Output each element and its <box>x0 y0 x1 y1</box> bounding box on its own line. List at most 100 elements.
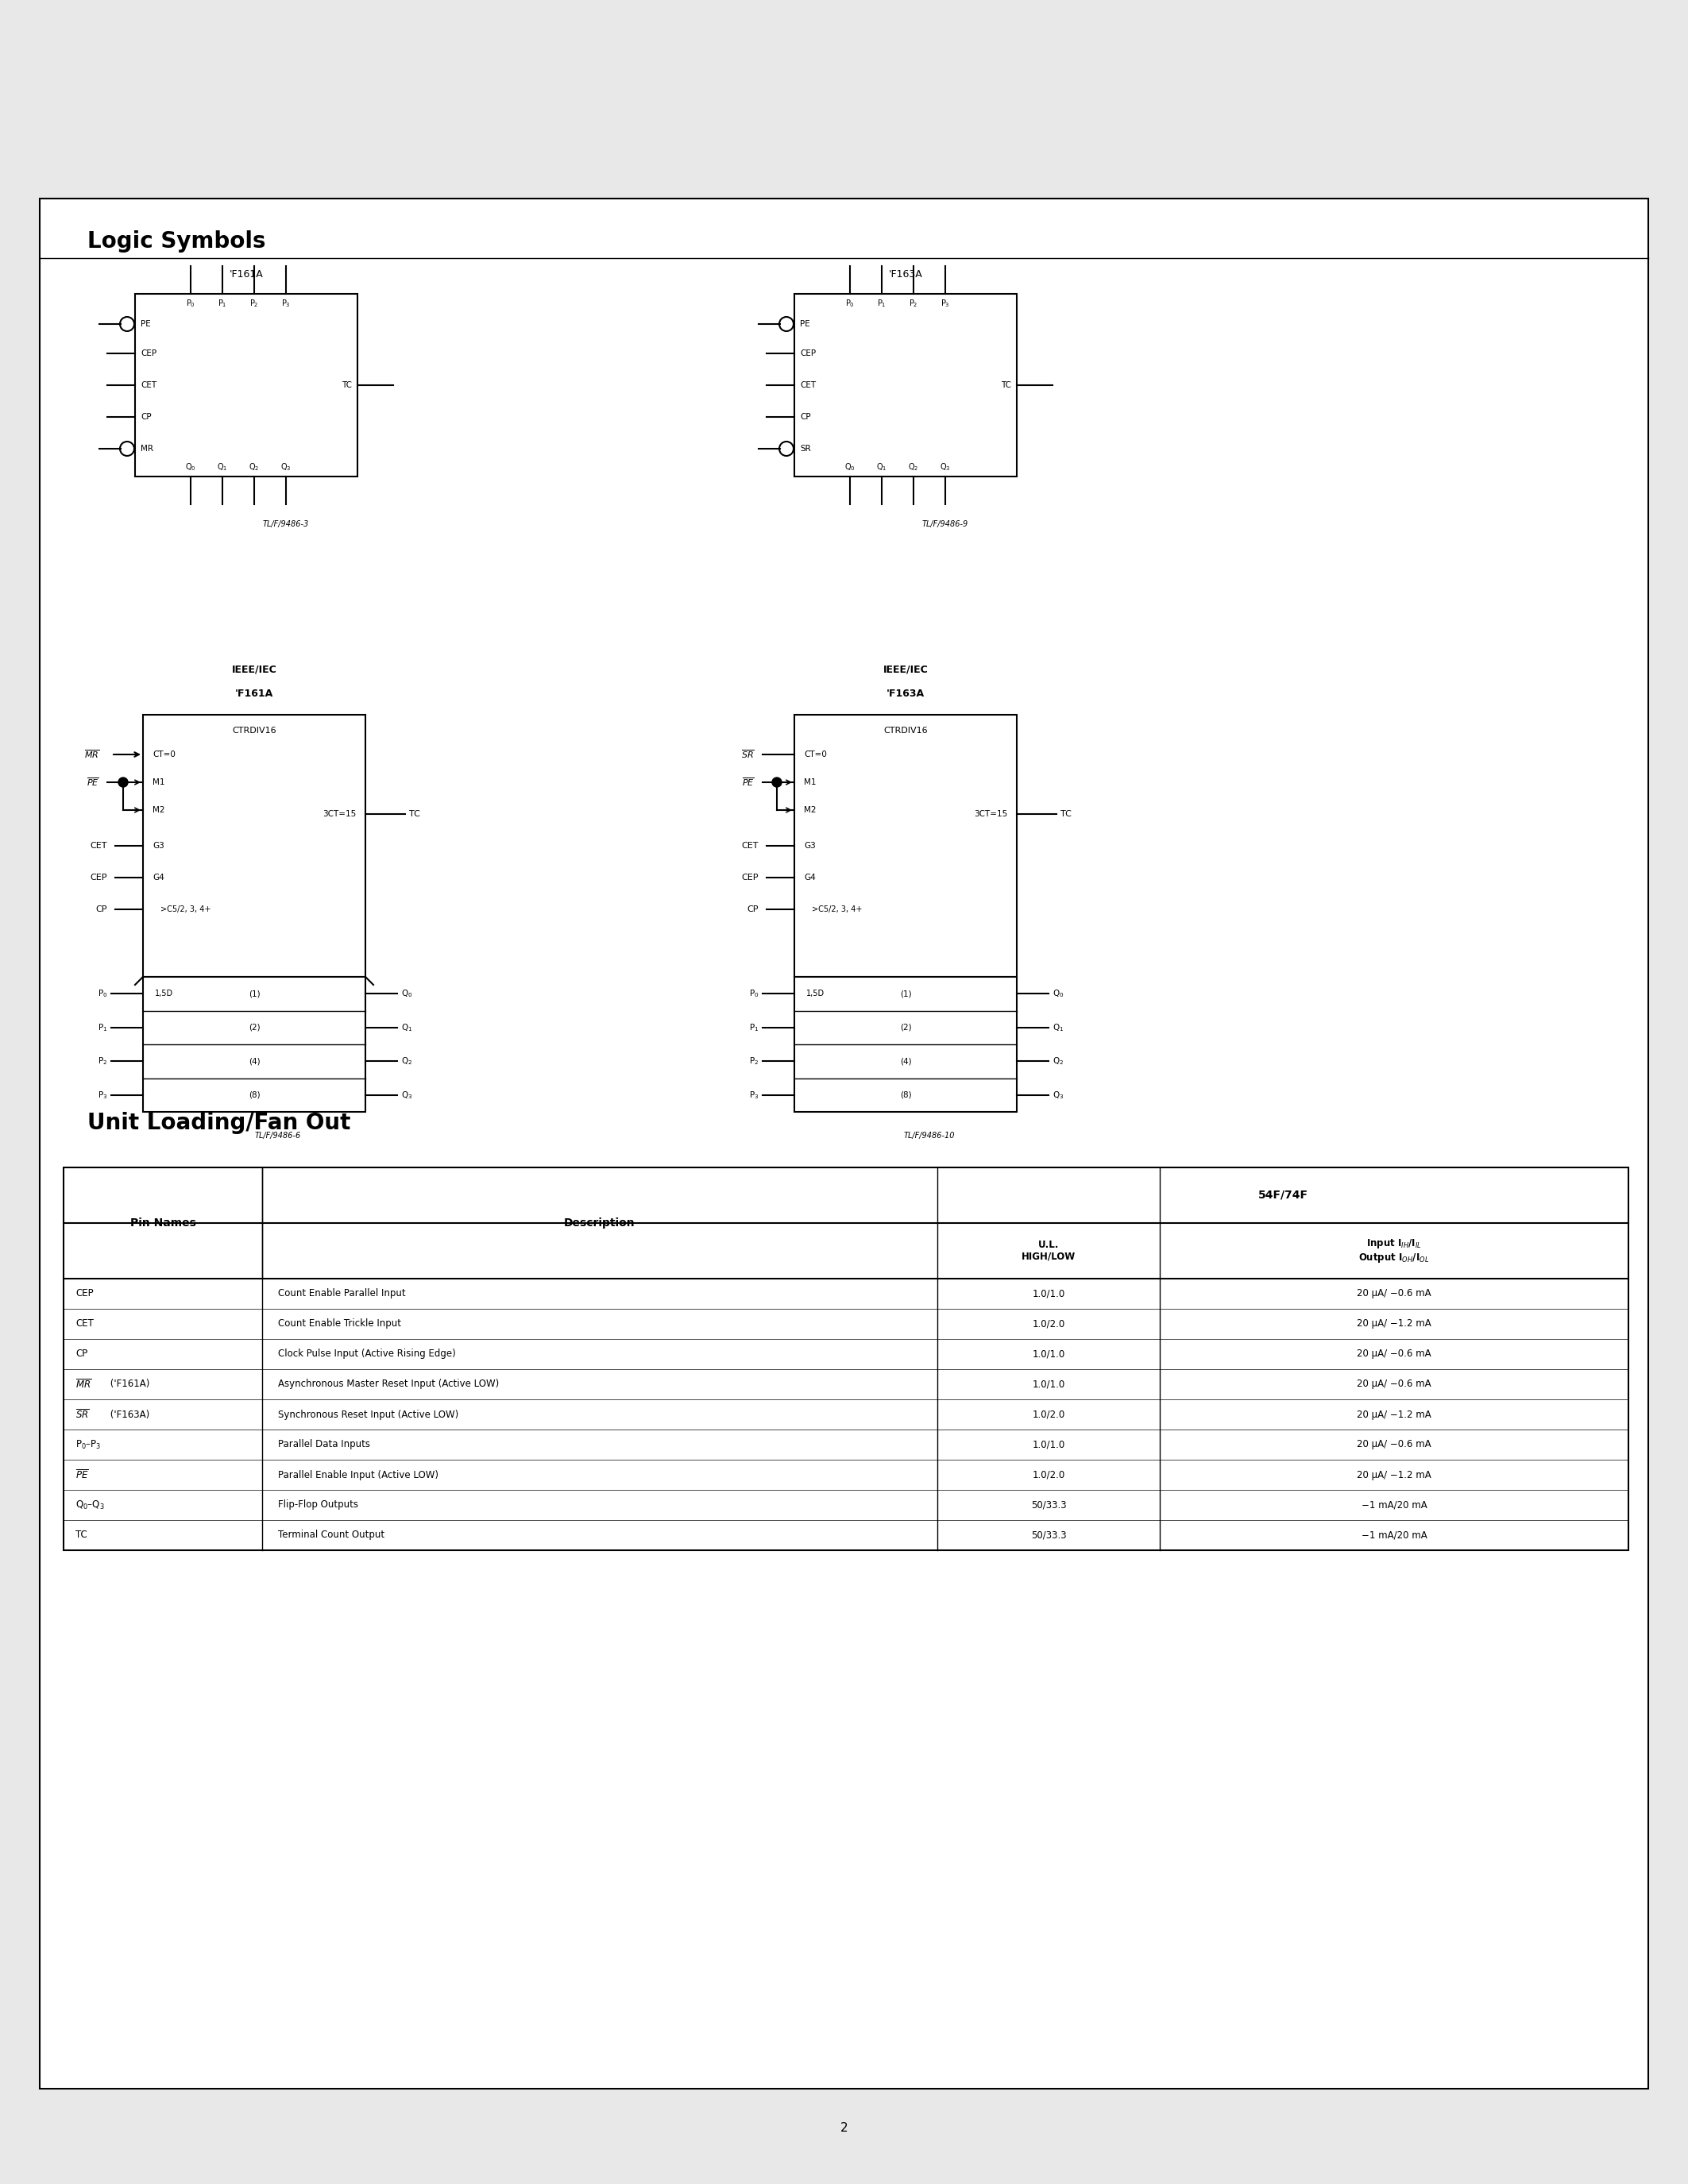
Text: Q$_0$: Q$_0$ <box>844 461 856 472</box>
Text: M2: M2 <box>803 806 817 815</box>
Text: (1): (1) <box>248 989 260 998</box>
Text: TC: TC <box>1001 382 1011 389</box>
Text: 'F161A: 'F161A <box>230 269 263 280</box>
Text: 20 μA/ −1.2 mA: 20 μA/ −1.2 mA <box>1357 1470 1431 1481</box>
Text: M1: M1 <box>152 778 165 786</box>
Text: (2): (2) <box>248 1024 260 1031</box>
Text: G4: G4 <box>152 874 164 882</box>
Text: SR: SR <box>800 446 810 452</box>
Text: Synchronous Reset Input (Active LOW): Synchronous Reset Input (Active LOW) <box>279 1409 459 1420</box>
Text: 50/33.3: 50/33.3 <box>1031 1531 1067 1540</box>
Text: P$_3$: P$_3$ <box>98 1090 108 1101</box>
Text: TC: TC <box>408 810 420 819</box>
Text: 1,5D: 1,5D <box>807 989 825 998</box>
Text: $\overline{MR}$: $\overline{MR}$ <box>84 749 100 760</box>
Text: TC: TC <box>341 382 351 389</box>
Text: 1.0/2.0: 1.0/2.0 <box>1031 1319 1065 1330</box>
Text: CTRDIV16: CTRDIV16 <box>883 727 928 734</box>
Text: 50/33.3: 50/33.3 <box>1031 1500 1067 1509</box>
Circle shape <box>118 778 128 786</box>
Text: CP: CP <box>76 1350 88 1358</box>
Text: P$_1$: P$_1$ <box>218 297 226 308</box>
Text: CEP: CEP <box>140 349 157 358</box>
Bar <box>143 976 365 1112</box>
Text: $\overline{MR}$: $\overline{MR}$ <box>76 1378 91 1391</box>
Text: 2: 2 <box>841 2123 847 2134</box>
Text: 'F163A: 'F163A <box>886 688 925 699</box>
Text: −1 mA/20 mA: −1 mA/20 mA <box>1361 1500 1426 1509</box>
Text: P$_1$: P$_1$ <box>749 1022 758 1033</box>
Text: 20 μA/ −0.6 mA: 20 μA/ −0.6 mA <box>1357 1378 1431 1389</box>
Text: TC: TC <box>76 1531 88 1540</box>
Text: CET: CET <box>89 841 108 850</box>
Text: 1.0/1.0: 1.0/1.0 <box>1031 1439 1065 1450</box>
Text: TL/F/9486-6: TL/F/9486-6 <box>255 1131 300 1140</box>
Text: M1: M1 <box>803 778 817 786</box>
Text: P$_0$: P$_0$ <box>846 297 854 308</box>
Text: 1.0/1.0: 1.0/1.0 <box>1031 1350 1065 1358</box>
Text: CP: CP <box>140 413 152 422</box>
Text: CEP: CEP <box>76 1289 93 1299</box>
Bar <box>795 295 1016 476</box>
Text: CP: CP <box>96 906 108 913</box>
Text: −1 mA/20 mA: −1 mA/20 mA <box>1361 1531 1426 1540</box>
Text: $\overline{PE}$: $\overline{PE}$ <box>86 778 100 788</box>
Bar <box>135 295 358 476</box>
Text: Parallel Enable Input (Active LOW): Parallel Enable Input (Active LOW) <box>279 1470 439 1481</box>
Text: (4): (4) <box>900 1057 912 1066</box>
Text: $\overline{SR}$: $\overline{SR}$ <box>741 749 755 760</box>
Text: CET: CET <box>76 1319 93 1330</box>
Text: Description: Description <box>564 1216 635 1230</box>
Text: P$_1$: P$_1$ <box>98 1022 108 1033</box>
Text: (8): (8) <box>900 1092 912 1099</box>
Text: Q$_1$: Q$_1$ <box>402 1022 412 1033</box>
Text: >C5/2, 3, 4+: >C5/2, 3, 4+ <box>160 906 211 913</box>
Text: P$_3$: P$_3$ <box>749 1090 758 1101</box>
Text: (2): (2) <box>900 1024 912 1031</box>
Text: CET: CET <box>800 382 815 389</box>
Text: G4: G4 <box>803 874 815 882</box>
Text: 'F163A: 'F163A <box>888 269 923 280</box>
Text: Q$_1$: Q$_1$ <box>1053 1022 1063 1033</box>
Text: $\overline{PE}$: $\overline{PE}$ <box>743 778 755 788</box>
Text: CEP: CEP <box>800 349 815 358</box>
Text: Input I$_{IH}$/I$_{IL}$
Output I$_{OH}$/I$_{OL}$: Input I$_{IH}$/I$_{IL}$ Output I$_{OH}$/… <box>1359 1238 1430 1265</box>
Text: P$_0$: P$_0$ <box>186 297 196 308</box>
Text: P$_2$: P$_2$ <box>908 297 918 308</box>
Text: Q$_1$: Q$_1$ <box>218 461 228 472</box>
Text: Asynchronous Master Reset Input (Active LOW): Asynchronous Master Reset Input (Active … <box>279 1378 500 1389</box>
Text: 1,5D: 1,5D <box>155 989 174 998</box>
Text: 3CT=15: 3CT=15 <box>974 810 1008 819</box>
Text: 1.0/2.0: 1.0/2.0 <box>1031 1409 1065 1420</box>
Text: P$_1$: P$_1$ <box>878 297 886 308</box>
Text: PE: PE <box>800 321 810 328</box>
Text: P$_0$: P$_0$ <box>749 987 758 1000</box>
Text: CT=0: CT=0 <box>803 751 827 758</box>
Text: 1.0/1.0: 1.0/1.0 <box>1031 1289 1065 1299</box>
Text: Terminal Count Output: Terminal Count Output <box>279 1531 385 1540</box>
Bar <box>64 1168 1629 1551</box>
Text: Q$_3$: Q$_3$ <box>402 1090 412 1101</box>
Text: U.L.
HIGH/LOW: U.L. HIGH/LOW <box>1021 1241 1075 1262</box>
Text: 54F/74F: 54F/74F <box>1258 1190 1308 1201</box>
Text: Q$_0$: Q$_0$ <box>186 461 196 472</box>
Text: 'F161A: 'F161A <box>235 688 273 699</box>
Text: 20 μA/ −0.6 mA: 20 μA/ −0.6 mA <box>1357 1289 1431 1299</box>
Text: (8): (8) <box>248 1092 260 1099</box>
Text: Flip-Flop Outputs: Flip-Flop Outputs <box>279 1500 358 1509</box>
Text: Q$_3$: Q$_3$ <box>280 461 292 472</box>
Text: CP: CP <box>800 413 810 422</box>
Text: 1.0/2.0: 1.0/2.0 <box>1031 1470 1065 1481</box>
Text: Count Enable Parallel Input: Count Enable Parallel Input <box>279 1289 405 1299</box>
Text: CET: CET <box>140 382 157 389</box>
Text: Q$_2$: Q$_2$ <box>402 1055 412 1066</box>
Text: TL/F/9486-10: TL/F/9486-10 <box>903 1131 955 1140</box>
Text: Q$_2$: Q$_2$ <box>908 461 918 472</box>
Text: Parallel Data Inputs: Parallel Data Inputs <box>279 1439 370 1450</box>
Text: TC: TC <box>1060 810 1072 819</box>
Text: 20 μA/ −1.2 mA: 20 μA/ −1.2 mA <box>1357 1319 1431 1330</box>
Text: Q$_2$: Q$_2$ <box>248 461 260 472</box>
Text: (1): (1) <box>900 989 912 998</box>
Text: TL/F/9486-3: TL/F/9486-3 <box>263 520 309 529</box>
Text: P$_0$: P$_0$ <box>98 987 108 1000</box>
